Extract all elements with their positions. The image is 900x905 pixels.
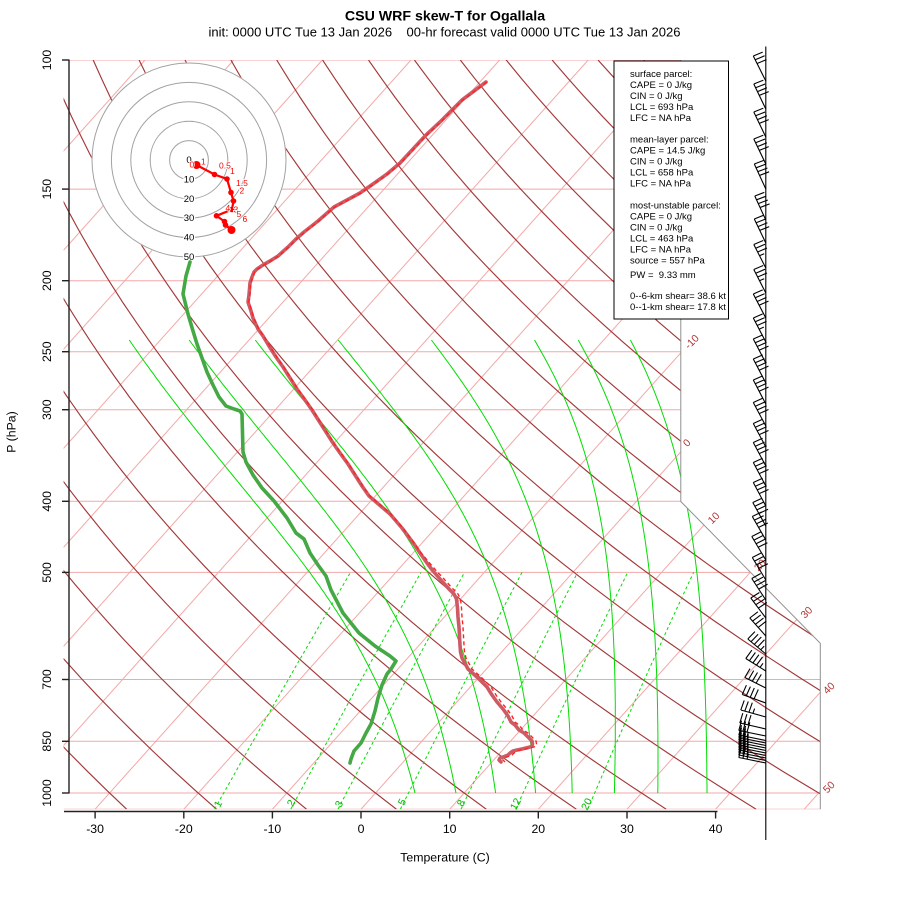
svg-text:-10: -10: [264, 822, 282, 836]
svg-text:source = 557 hPa: source = 557 hPa: [630, 256, 705, 267]
svg-text:LFC = NA hPa: LFC = NA hPa: [630, 179, 692, 190]
svg-text:CAPE = 14.5 J/kg: CAPE = 14.5 J/kg: [630, 146, 705, 157]
svg-text:2: 2: [240, 186, 245, 196]
svg-text:0: 0: [358, 822, 365, 836]
svg-text:0: 0: [190, 160, 195, 170]
svg-text:0: 0: [186, 155, 191, 166]
svg-text:CIN = 0 J/kg: CIN = 0 J/kg: [630, 223, 683, 234]
svg-text:5: 5: [396, 797, 409, 808]
svg-text:CAPE = 0 J/kg: CAPE = 0 J/kg: [630, 212, 692, 223]
svg-text:LCL = 658 hPa: LCL = 658 hPa: [630, 168, 694, 179]
svg-text:500: 500: [40, 562, 54, 583]
svg-text:3: 3: [333, 799, 346, 810]
svg-text:40: 40: [184, 233, 195, 244]
svg-text:surface parcel:: surface parcel:: [630, 69, 692, 80]
svg-text:0--1-km shear= 17.8 kt: 0--1-km shear= 17.8 kt: [630, 302, 726, 313]
svg-text:10: 10: [184, 174, 195, 185]
svg-text:LCL = 693 hPa: LCL = 693 hPa: [630, 102, 694, 113]
svg-text:1.5: 1.5: [236, 178, 248, 188]
svg-text:LFC = NA hPa: LFC = NA hPa: [630, 245, 692, 256]
svg-text:10: 10: [443, 822, 457, 836]
svg-text:30: 30: [184, 213, 195, 224]
svg-text:20: 20: [579, 796, 595, 812]
svg-text:30: 30: [620, 822, 634, 836]
svg-text:2: 2: [285, 798, 298, 809]
svg-text:LCL = 463 hPa: LCL = 463 hPa: [630, 234, 694, 245]
svg-text:20: 20: [531, 822, 545, 836]
svg-text:40: 40: [709, 822, 723, 836]
svg-text:CAPE = 0 J/kg: CAPE = 0 J/kg: [630, 80, 692, 91]
svg-text:150: 150: [40, 179, 54, 200]
svg-text:LFC = NA hPa: LFC = NA hPa: [630, 113, 692, 124]
svg-text:3: 3: [234, 205, 239, 215]
svg-text:1: 1: [201, 157, 206, 167]
svg-text:CSU WRF skew-T for Ogallala: CSU WRF skew-T for Ogallala: [345, 9, 545, 25]
svg-text:most-unstable parcel:: most-unstable parcel:: [630, 201, 721, 212]
svg-text:0--6-km shear= 38.6 kt: 0--6-km shear= 38.6 kt: [630, 291, 726, 302]
svg-text:PW = 9.33 mm: PW = 9.33 mm: [630, 270, 696, 281]
svg-text:4: 4: [226, 203, 231, 213]
svg-text:850: 850: [40, 731, 54, 752]
svg-text:200: 200: [40, 270, 54, 291]
svg-text:250: 250: [40, 341, 54, 362]
svg-text:5: 5: [237, 209, 242, 219]
svg-text:100: 100: [40, 50, 54, 71]
svg-text:-30: -30: [86, 822, 104, 836]
svg-text:1000: 1000: [40, 779, 54, 807]
svg-text:12: 12: [508, 796, 524, 812]
svg-text:20: 20: [184, 194, 195, 205]
svg-text:init: 0000 UTC Tue 13 Jan 2026: init: 0000 UTC Tue 13 Jan 2026 00-hr for…: [209, 25, 681, 40]
svg-text:400: 400: [40, 491, 54, 512]
svg-text:CIN = 0 J/kg: CIN = 0 J/kg: [630, 157, 683, 168]
svg-text:0.5: 0.5: [219, 161, 231, 171]
svg-text:-20: -20: [175, 822, 193, 836]
svg-text:1: 1: [212, 799, 225, 810]
svg-text:mean-layer parcel:: mean-layer parcel:: [630, 135, 709, 146]
svg-text:1: 1: [230, 166, 235, 176]
svg-text:P (hPa): P (hPa): [5, 411, 19, 452]
svg-text:8: 8: [455, 798, 468, 809]
svg-text:50: 50: [184, 252, 195, 263]
svg-text:Temperature (C): Temperature (C): [400, 851, 490, 865]
svg-text:700: 700: [40, 669, 54, 690]
svg-text:CIN = 0 J/kg: CIN = 0 J/kg: [630, 91, 683, 102]
svg-text:300: 300: [40, 399, 54, 420]
svg-text:6: 6: [243, 214, 248, 224]
